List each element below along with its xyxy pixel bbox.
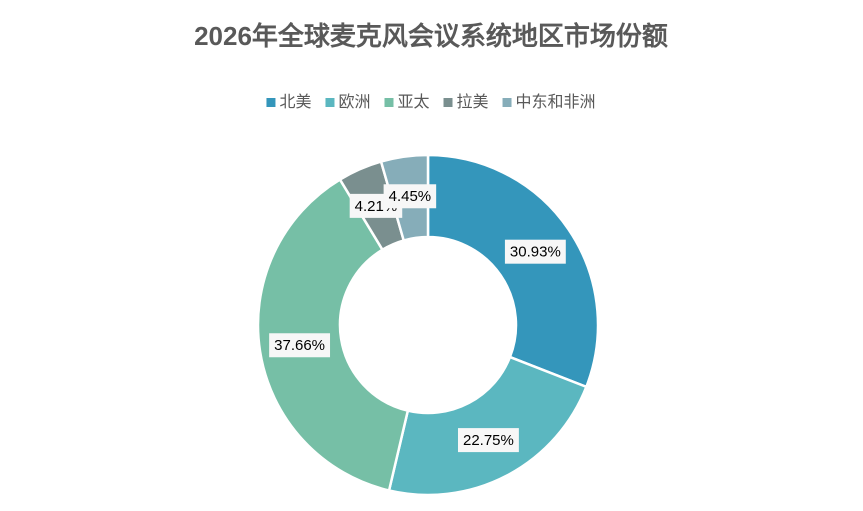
data-label: 22.75%: [457, 428, 519, 453]
data-label-text: 4.45%: [389, 188, 432, 205]
legend-label: 亚太: [397, 93, 429, 111]
legend-marker: [266, 98, 276, 107]
slice: [256, 177, 410, 492]
legend-label: 欧洲: [338, 93, 370, 111]
data-label-text: 22.75%: [463, 432, 514, 449]
data-label-text: 30.93%: [510, 244, 561, 261]
data-label: 4.45%: [383, 184, 437, 209]
slice: [387, 355, 588, 497]
legend-marker: [384, 98, 394, 107]
legend-marker: [325, 98, 335, 107]
legend-label: 北美: [279, 93, 311, 111]
data-label-box: [269, 333, 331, 358]
legend-marker: [502, 98, 512, 107]
slice: [426, 153, 600, 389]
data-label-box: [504, 239, 566, 264]
legend-label: 拉美: [457, 93, 489, 111]
data-label: 37.66%: [269, 333, 331, 358]
data-label-text: 37.66%: [274, 337, 325, 354]
legend-marker: [443, 98, 453, 107]
legend: 北美 欧洲 亚太 拉美 中东和非洲: [266, 93, 596, 111]
legend-label: 中东和非洲: [516, 93, 596, 111]
data-label: 30.93%: [504, 239, 566, 264]
data-label-box: [457, 428, 519, 453]
chart-title: 2026年全球麦克风会议系统地区市场份额: [194, 21, 668, 51]
data-label-box: [383, 184, 437, 209]
